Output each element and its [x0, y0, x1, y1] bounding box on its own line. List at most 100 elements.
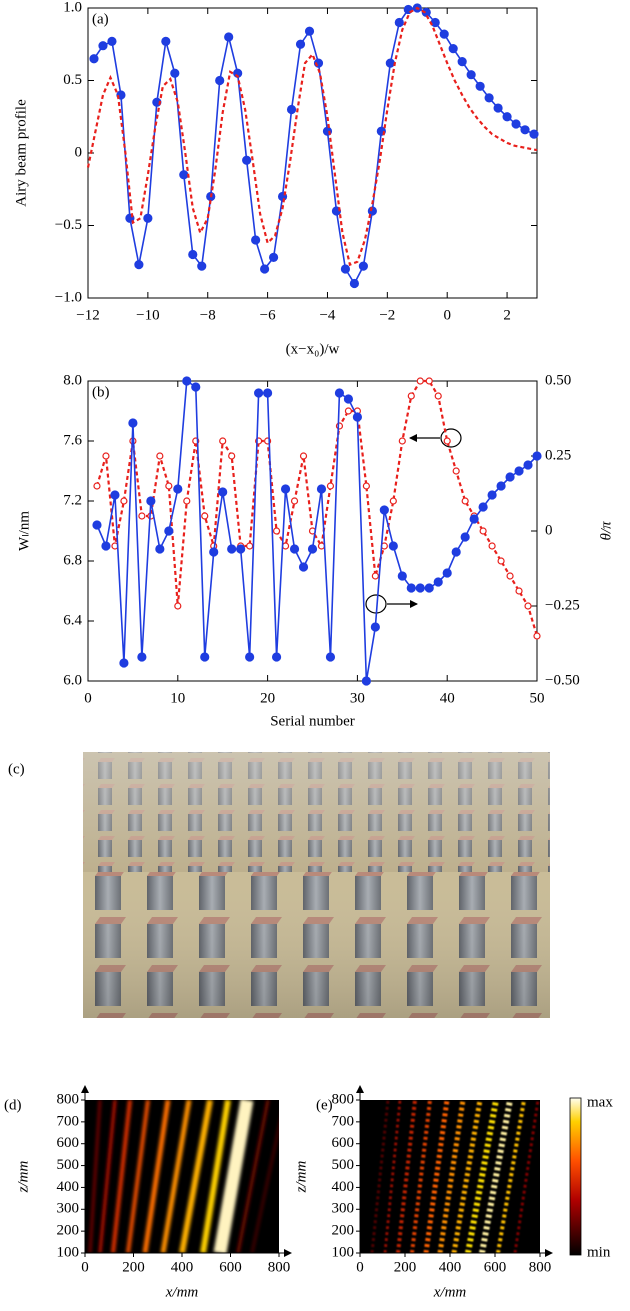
data-point [92, 520, 102, 530]
y-tick-label: 200 [57, 1223, 80, 1239]
data-point [289, 544, 300, 554]
series-pointers [365, 428, 462, 614]
data-point [452, 467, 460, 475]
data-point [298, 562, 309, 572]
data-point [143, 213, 153, 223]
panel-label: (a) [92, 11, 109, 27]
data-point [286, 104, 297, 115]
data-point [344, 407, 353, 415]
data-point [370, 622, 380, 632]
data-point [101, 541, 111, 551]
data-point [487, 490, 497, 500]
data-point [268, 252, 279, 262]
y-tick-label: 7.2 [63, 492, 82, 508]
data-point [484, 93, 494, 103]
data-point [245, 652, 255, 662]
data-point [280, 484, 291, 494]
data-point [416, 377, 424, 385]
data-point [529, 129, 539, 139]
data-point [394, 17, 404, 28]
data-point [488, 542, 496, 550]
series-line [86, 6, 538, 267]
data-point [397, 571, 407, 581]
data-point [424, 583, 434, 593]
x-tick-label: 0 [356, 1259, 364, 1275]
data-point [119, 658, 129, 668]
data-point [433, 577, 443, 587]
data-point [457, 57, 467, 67]
y2-tick-label: 0.25 [545, 447, 571, 463]
data-point [188, 249, 198, 260]
data-point [254, 388, 264, 398]
data-point [343, 394, 354, 404]
data-point [497, 557, 505, 565]
data-point [173, 484, 183, 494]
data-point [263, 388, 273, 398]
panel-label: (b) [92, 384, 110, 400]
data-point [197, 261, 207, 271]
x-tick-label: 200 [394, 1259, 417, 1275]
y-tick-label: 500 [57, 1157, 80, 1173]
data-point [520, 125, 530, 135]
data-point [406, 583, 416, 593]
data-point [340, 264, 351, 274]
data-point [137, 652, 147, 662]
data-point [224, 32, 234, 42]
data-point [523, 460, 533, 470]
y-tick-label: 400 [332, 1179, 355, 1195]
plot-frame [87, 7, 538, 299]
data-point [182, 376, 192, 386]
data-point [479, 527, 487, 535]
y-tick-label: 1.0 [63, 0, 82, 15]
y-tick-label: 6.8 [63, 552, 82, 568]
data-point [161, 36, 171, 46]
data-point [524, 602, 532, 610]
data-point [170, 68, 180, 78]
data-point [362, 482, 370, 490]
y-tick-label: 0 [75, 144, 83, 160]
x-tick-label: 800 [268, 1259, 291, 1275]
data-point [434, 392, 442, 400]
y-tick-label: 700 [57, 1113, 80, 1129]
data-point [388, 541, 398, 551]
y-axis-label: Airy beam profile [13, 99, 29, 207]
x-tick-label: −10 [136, 307, 159, 323]
y2-tick-label: 0 [545, 522, 553, 538]
y-tick-label: 300 [332, 1201, 355, 1217]
data-point [155, 544, 165, 554]
data-point [496, 481, 506, 491]
x-axis-label: x/mm [433, 1284, 467, 1300]
data-point [317, 542, 326, 550]
heatmap-image [360, 1100, 540, 1253]
data-point [398, 437, 406, 445]
data-point [515, 587, 523, 595]
series-line [96, 379, 538, 682]
y2-tick-label: 0.50 [545, 372, 571, 388]
y-axis-label: Wₗ/nm [16, 511, 32, 551]
x-axis-label: (x−x₀)/w [286, 341, 340, 357]
data-point [228, 452, 236, 460]
y-tick-label: −0.5 [55, 217, 82, 233]
series-line [95, 379, 539, 637]
data-point [304, 26, 315, 36]
y-tick-label: 700 [332, 1113, 355, 1129]
data-point [469, 514, 479, 524]
x-tick-label: 800 [529, 1259, 552, 1275]
x-tick-label: −8 [200, 307, 216, 323]
data-point [443, 437, 451, 445]
data-point [461, 497, 469, 505]
heatmap-image [85, 1100, 279, 1253]
data-point [379, 505, 389, 515]
x-tick-label: 400 [171, 1259, 194, 1275]
data-point [201, 512, 209, 520]
data-point [505, 472, 515, 482]
data-point [371, 572, 379, 580]
data-point [334, 388, 345, 398]
x-tick-label: 200 [122, 1259, 145, 1275]
data-point [425, 377, 433, 385]
data-point [493, 103, 503, 113]
data-point [466, 70, 476, 80]
y-tick-label: 800 [57, 1091, 80, 1107]
